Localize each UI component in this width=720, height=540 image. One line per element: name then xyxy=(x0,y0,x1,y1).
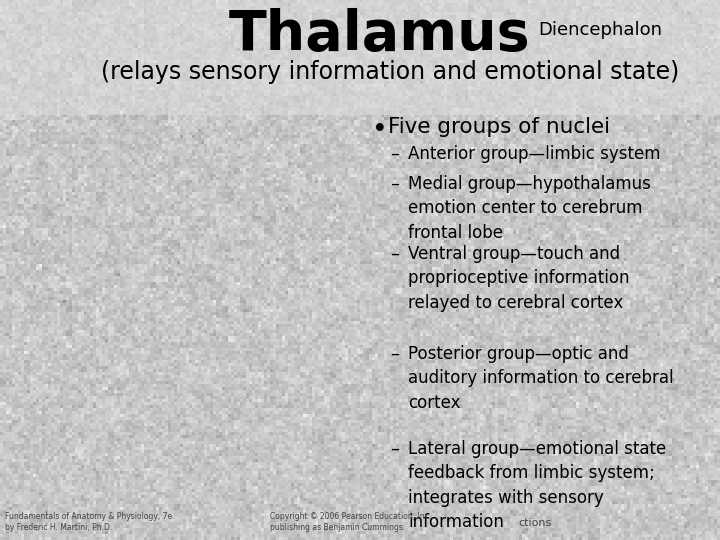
Text: Ventral group—touch and
proprioceptive information
relayed to cerebral cortex: Ventral group—touch and proprioceptive i… xyxy=(408,245,629,312)
Text: (relays sensory information and emotional state): (relays sensory information and emotiona… xyxy=(101,60,679,84)
Text: ctions: ctions xyxy=(518,518,552,528)
Text: –: – xyxy=(390,345,399,363)
Text: Posterior group—optic and
auditory information to cerebral
cortex: Posterior group—optic and auditory infor… xyxy=(408,345,674,411)
Text: –: – xyxy=(390,440,399,458)
Text: Medial group—hypothalamus
emotion center to cerebrum
frontal lobe: Medial group—hypothalamus emotion center… xyxy=(408,175,651,241)
Text: Thalamus: Thalamus xyxy=(229,8,531,62)
Text: Diencephalon: Diencephalon xyxy=(538,21,662,39)
Bar xyxy=(0,0,720,115)
Text: Anterior group—limbic system: Anterior group—limbic system xyxy=(408,145,660,163)
Text: Fundamentals of Anatomy & Physiology, 7e
by Frederic H. Martini, Ph.D.: Fundamentals of Anatomy & Physiology, 7e… xyxy=(5,512,172,532)
Text: Copyright © 2006 Pearson Education, Inc.,
publishing as Benjamin Cummings: Copyright © 2006 Pearson Education, Inc.… xyxy=(270,512,433,532)
Text: –: – xyxy=(390,175,399,193)
Text: –: – xyxy=(390,245,399,263)
Text: Five groups of nuclei: Five groups of nuclei xyxy=(388,117,610,137)
Text: –: – xyxy=(390,145,399,163)
Text: •: • xyxy=(372,117,387,143)
Text: Lateral group—emotional state
feedback from limbic system;
integrates with senso: Lateral group—emotional state feedback f… xyxy=(408,440,666,531)
